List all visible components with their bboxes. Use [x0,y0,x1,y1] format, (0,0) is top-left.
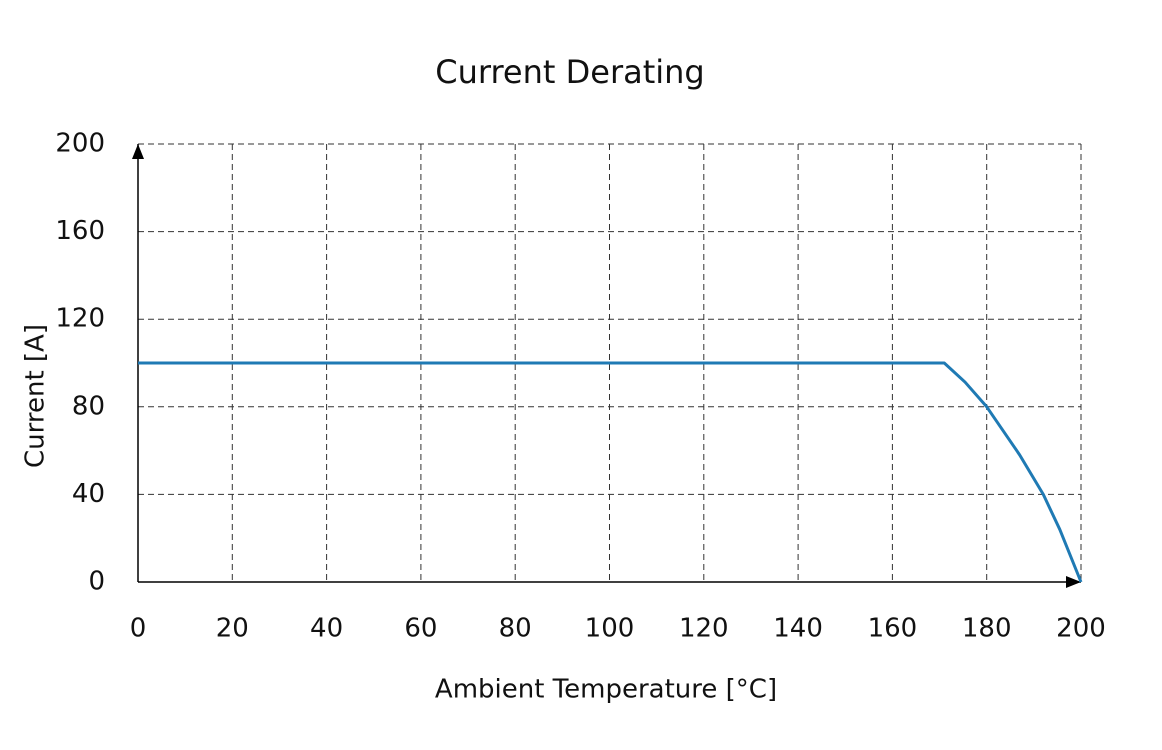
y-tick-label: 0 [88,567,105,597]
y-tick-label: 160 [55,216,105,246]
x-tick-label: 60 [404,614,437,644]
x-tick-label: 120 [679,614,729,644]
x-tick-label: 80 [499,614,532,644]
y-axis-label: Current [A] [21,324,51,468]
x-tick-label: 0 [130,614,147,644]
x-tick-label: 40 [310,614,343,644]
x-tick-label: 140 [773,614,823,644]
x-tick-label: 180 [962,614,1012,644]
data-line [138,361,1083,583]
x-axis-label: Ambient Temperature [°C] [435,675,777,705]
y-tick-label: 80 [72,391,105,421]
x-tick-label: 100 [585,614,635,644]
y-tick-label: 40 [72,479,105,509]
x-tick-label: 200 [1056,614,1106,644]
y-tick-label: 200 [55,129,105,159]
x-tick-label: 20 [216,614,249,644]
y-tick-label: 120 [55,304,105,334]
x-tick-label: 160 [868,614,918,644]
chart-title: Current Derating [435,53,704,91]
